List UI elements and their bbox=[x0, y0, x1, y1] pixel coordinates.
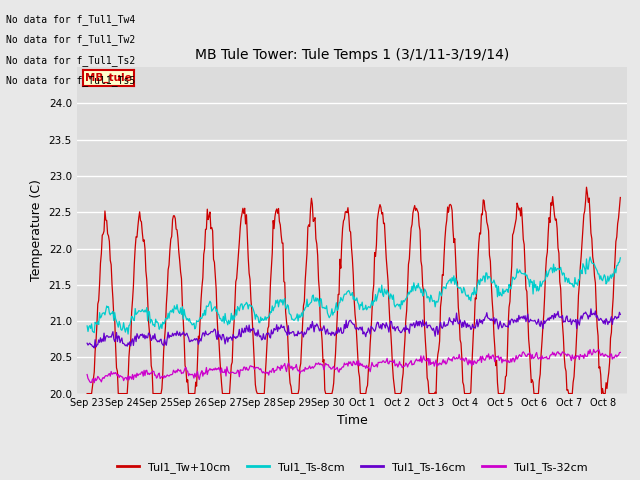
Text: No data for f_Tul1_Tw4: No data for f_Tul1_Tw4 bbox=[6, 14, 136, 25]
X-axis label: Time: Time bbox=[337, 414, 367, 427]
Y-axis label: Temperature (C): Temperature (C) bbox=[30, 180, 43, 281]
Text: No data for f_Tul1_Ts2: No data for f_Tul1_Ts2 bbox=[6, 55, 136, 66]
Text: MB_tule: MB_tule bbox=[85, 73, 132, 83]
Title: MB Tule Tower: Tule Temps 1 (3/1/11-3/19/14): MB Tule Tower: Tule Temps 1 (3/1/11-3/19… bbox=[195, 48, 509, 62]
Legend: Tul1_Tw+10cm, Tul1_Ts-8cm, Tul1_Ts-16cm, Tul1_Ts-32cm: Tul1_Tw+10cm, Tul1_Ts-8cm, Tul1_Ts-16cm,… bbox=[113, 458, 591, 478]
Text: No data for f_Tul1_Tw2: No data for f_Tul1_Tw2 bbox=[6, 35, 136, 46]
Text: No data for f_Tul1_Ts5: No data for f_Tul1_Ts5 bbox=[6, 75, 136, 86]
